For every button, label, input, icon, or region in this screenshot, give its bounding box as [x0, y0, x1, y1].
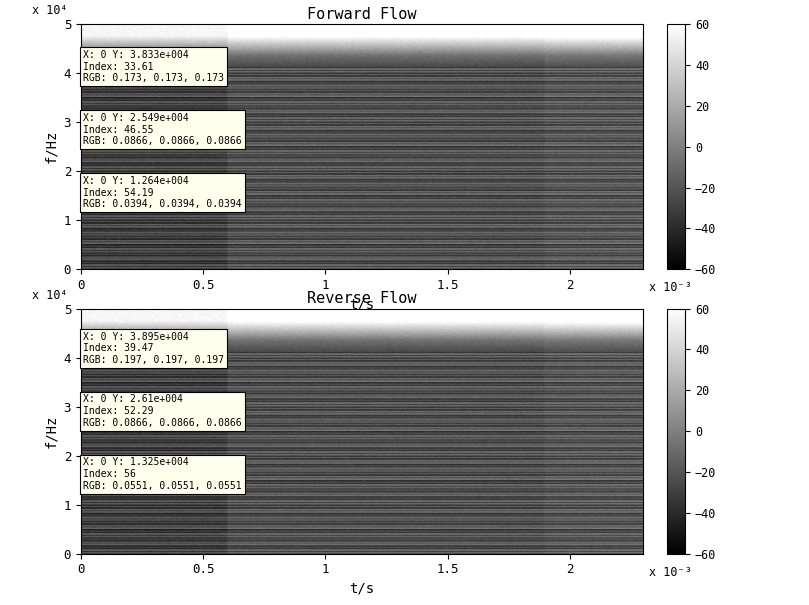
Text: X: 0 Y: 2.549e+004
Index: 46.55
RGB: 0.0866, 0.0866, 0.0866: X: 0 Y: 2.549e+004 Index: 46.55 RGB: 0.0… [83, 113, 242, 146]
Text: x 10⁻³: x 10⁻³ [649, 281, 692, 294]
Y-axis label: f/Hz: f/Hz [44, 130, 58, 163]
X-axis label: t/s: t/s [349, 582, 375, 596]
Text: X: 0 Y: 3.895e+004
Index: 39.47
RGB: 0.197, 0.197, 0.197: X: 0 Y: 3.895e+004 Index: 39.47 RGB: 0.1… [83, 332, 224, 365]
Text: X: 0 Y: 1.264e+004
Index: 54.19
RGB: 0.0394, 0.0394, 0.0394: X: 0 Y: 1.264e+004 Index: 54.19 RGB: 0.0… [83, 176, 242, 209]
Y-axis label: f/Hz: f/Hz [44, 414, 58, 448]
Text: x 10⁴: x 10⁴ [32, 289, 68, 302]
Title: Forward Flow: Forward Flow [307, 7, 417, 22]
Text: X: 0 Y: 3.833e+004
Index: 33.61
RGB: 0.173, 0.173, 0.173: X: 0 Y: 3.833e+004 Index: 33.61 RGB: 0.1… [83, 50, 224, 83]
Title: Reverse Flow: Reverse Flow [307, 291, 417, 306]
Text: x 10⁻³: x 10⁻³ [649, 566, 692, 578]
Text: X: 0 Y: 1.325e+004
Index: 56
RGB: 0.0551, 0.0551, 0.0551: X: 0 Y: 1.325e+004 Index: 56 RGB: 0.0551… [83, 457, 242, 491]
Text: x 10⁴: x 10⁴ [32, 4, 68, 18]
Text: X: 0 Y: 2.61e+004
Index: 52.29
RGB: 0.0866, 0.0866, 0.0866: X: 0 Y: 2.61e+004 Index: 52.29 RGB: 0.08… [83, 394, 242, 428]
X-axis label: t/s: t/s [349, 298, 375, 312]
